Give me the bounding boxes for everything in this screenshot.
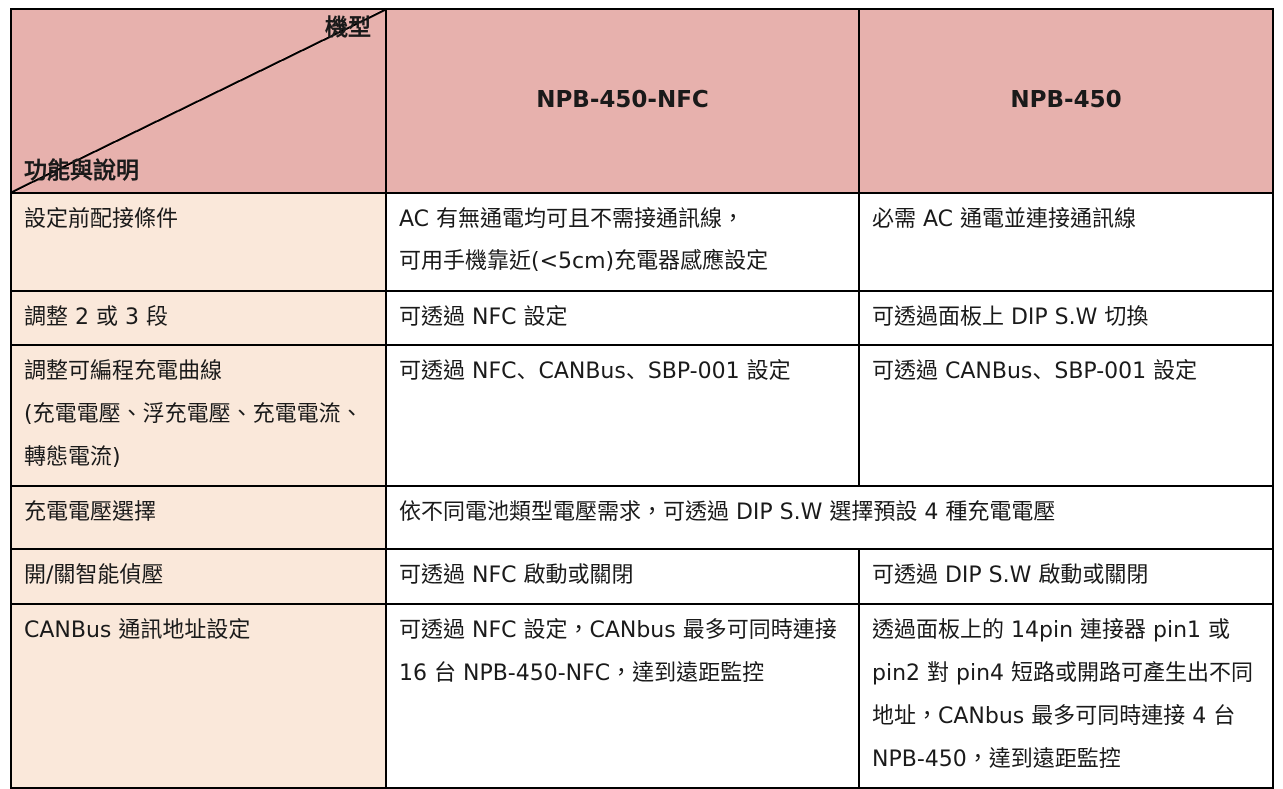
cell-feature-smart-detect: 開/關智能偵壓	[10, 548, 387, 606]
cell-merged-voltage-select: 依不同電池類型電壓需求，可透過 DIP S.W 選擇預設 4 種充電電壓	[385, 485, 1274, 551]
diagonal-divider	[12, 10, 385, 192]
header-row: 機型 功能與說明 NPB-450-NFC NPB-450	[10, 8, 1274, 194]
cell-nfc-charge-curve: 可透過 NFC、CANBus、SBP-001 設定	[385, 344, 860, 488]
table-row: 調整可編程充電曲線 (充電電壓、浮充電壓、充電電流、轉態電流) 可透過 NFC、…	[10, 344, 1274, 488]
cell-std-canbus-address: 透過面板上的 14pin 連接器 pin1 或 pin2 對 pin4 短路或開…	[858, 603, 1274, 789]
cell-std-stage-adjust: 可透過面板上 DIP S.W 切換	[858, 289, 1274, 347]
cell-feature-charge-curve: 調整可編程充電曲線 (充電電壓、浮充電壓、充電電流、轉態電流)	[10, 344, 387, 488]
corner-label-model: 機型	[325, 15, 371, 41]
cell-feature-stage-adjust: 調整 2 或 3 段	[10, 289, 387, 347]
cell-nfc-smart-detect: 可透過 NFC 啟動或關閉	[385, 548, 860, 606]
table-row: 開/關智能偵壓 可透過 NFC 啟動或關閉 可透過 DIP S.W 啟動或關閉	[10, 548, 1274, 606]
table-row: CANBus 通訊地址設定 可透過 NFC 設定，CANbus 最多可同時連接 …	[10, 603, 1274, 789]
table-row: 充電電壓選擇 依不同電池類型電壓需求，可透過 DIP S.W 選擇預設 4 種充…	[10, 485, 1274, 551]
table-row: 調整 2 或 3 段 可透過 NFC 設定 可透過面板上 DIP S.W 切換	[10, 289, 1274, 347]
cell-feature-canbus-address: CANBus 通訊地址設定	[10, 603, 387, 789]
model-comparison-table-wrap: 機型 功能與說明 NPB-450-NFC NPB-450 設定前配接條件 AC …	[10, 8, 1274, 789]
cell-nfc-precondition: AC 有無通電均可且不需接通訊線， 可用手機靠近(<5cm)充電器感應設定	[385, 191, 860, 292]
corner-cell: 機型 功能與說明	[10, 8, 387, 194]
column-header-npb-450: NPB-450	[858, 8, 1274, 194]
cell-nfc-canbus-address: 可透過 NFC 設定，CANbus 最多可同時連接 16 台 NPB-450-N…	[385, 603, 860, 789]
cell-nfc-stage-adjust: 可透過 NFC 設定	[385, 289, 860, 347]
cell-std-charge-curve: 可透過 CANBus、SBP-001 設定	[858, 344, 1274, 488]
table-row: 設定前配接條件 AC 有無通電均可且不需接通訊線， 可用手機靠近(<5cm)充電…	[10, 191, 1274, 292]
cell-std-precondition: 必需 AC 通電並連接通訊線	[858, 191, 1274, 292]
model-comparison-table: 機型 功能與說明 NPB-450-NFC NPB-450 設定前配接條件 AC …	[10, 8, 1274, 789]
cell-feature-voltage-select: 充電電壓選擇	[10, 485, 387, 551]
cell-std-smart-detect: 可透過 DIP S.W 啟動或關閉	[858, 548, 1274, 606]
column-header-npb-450-nfc: NPB-450-NFC	[385, 8, 860, 194]
corner-label-function: 功能與說明	[24, 158, 139, 185]
cell-feature-precondition: 設定前配接條件	[10, 191, 387, 292]
